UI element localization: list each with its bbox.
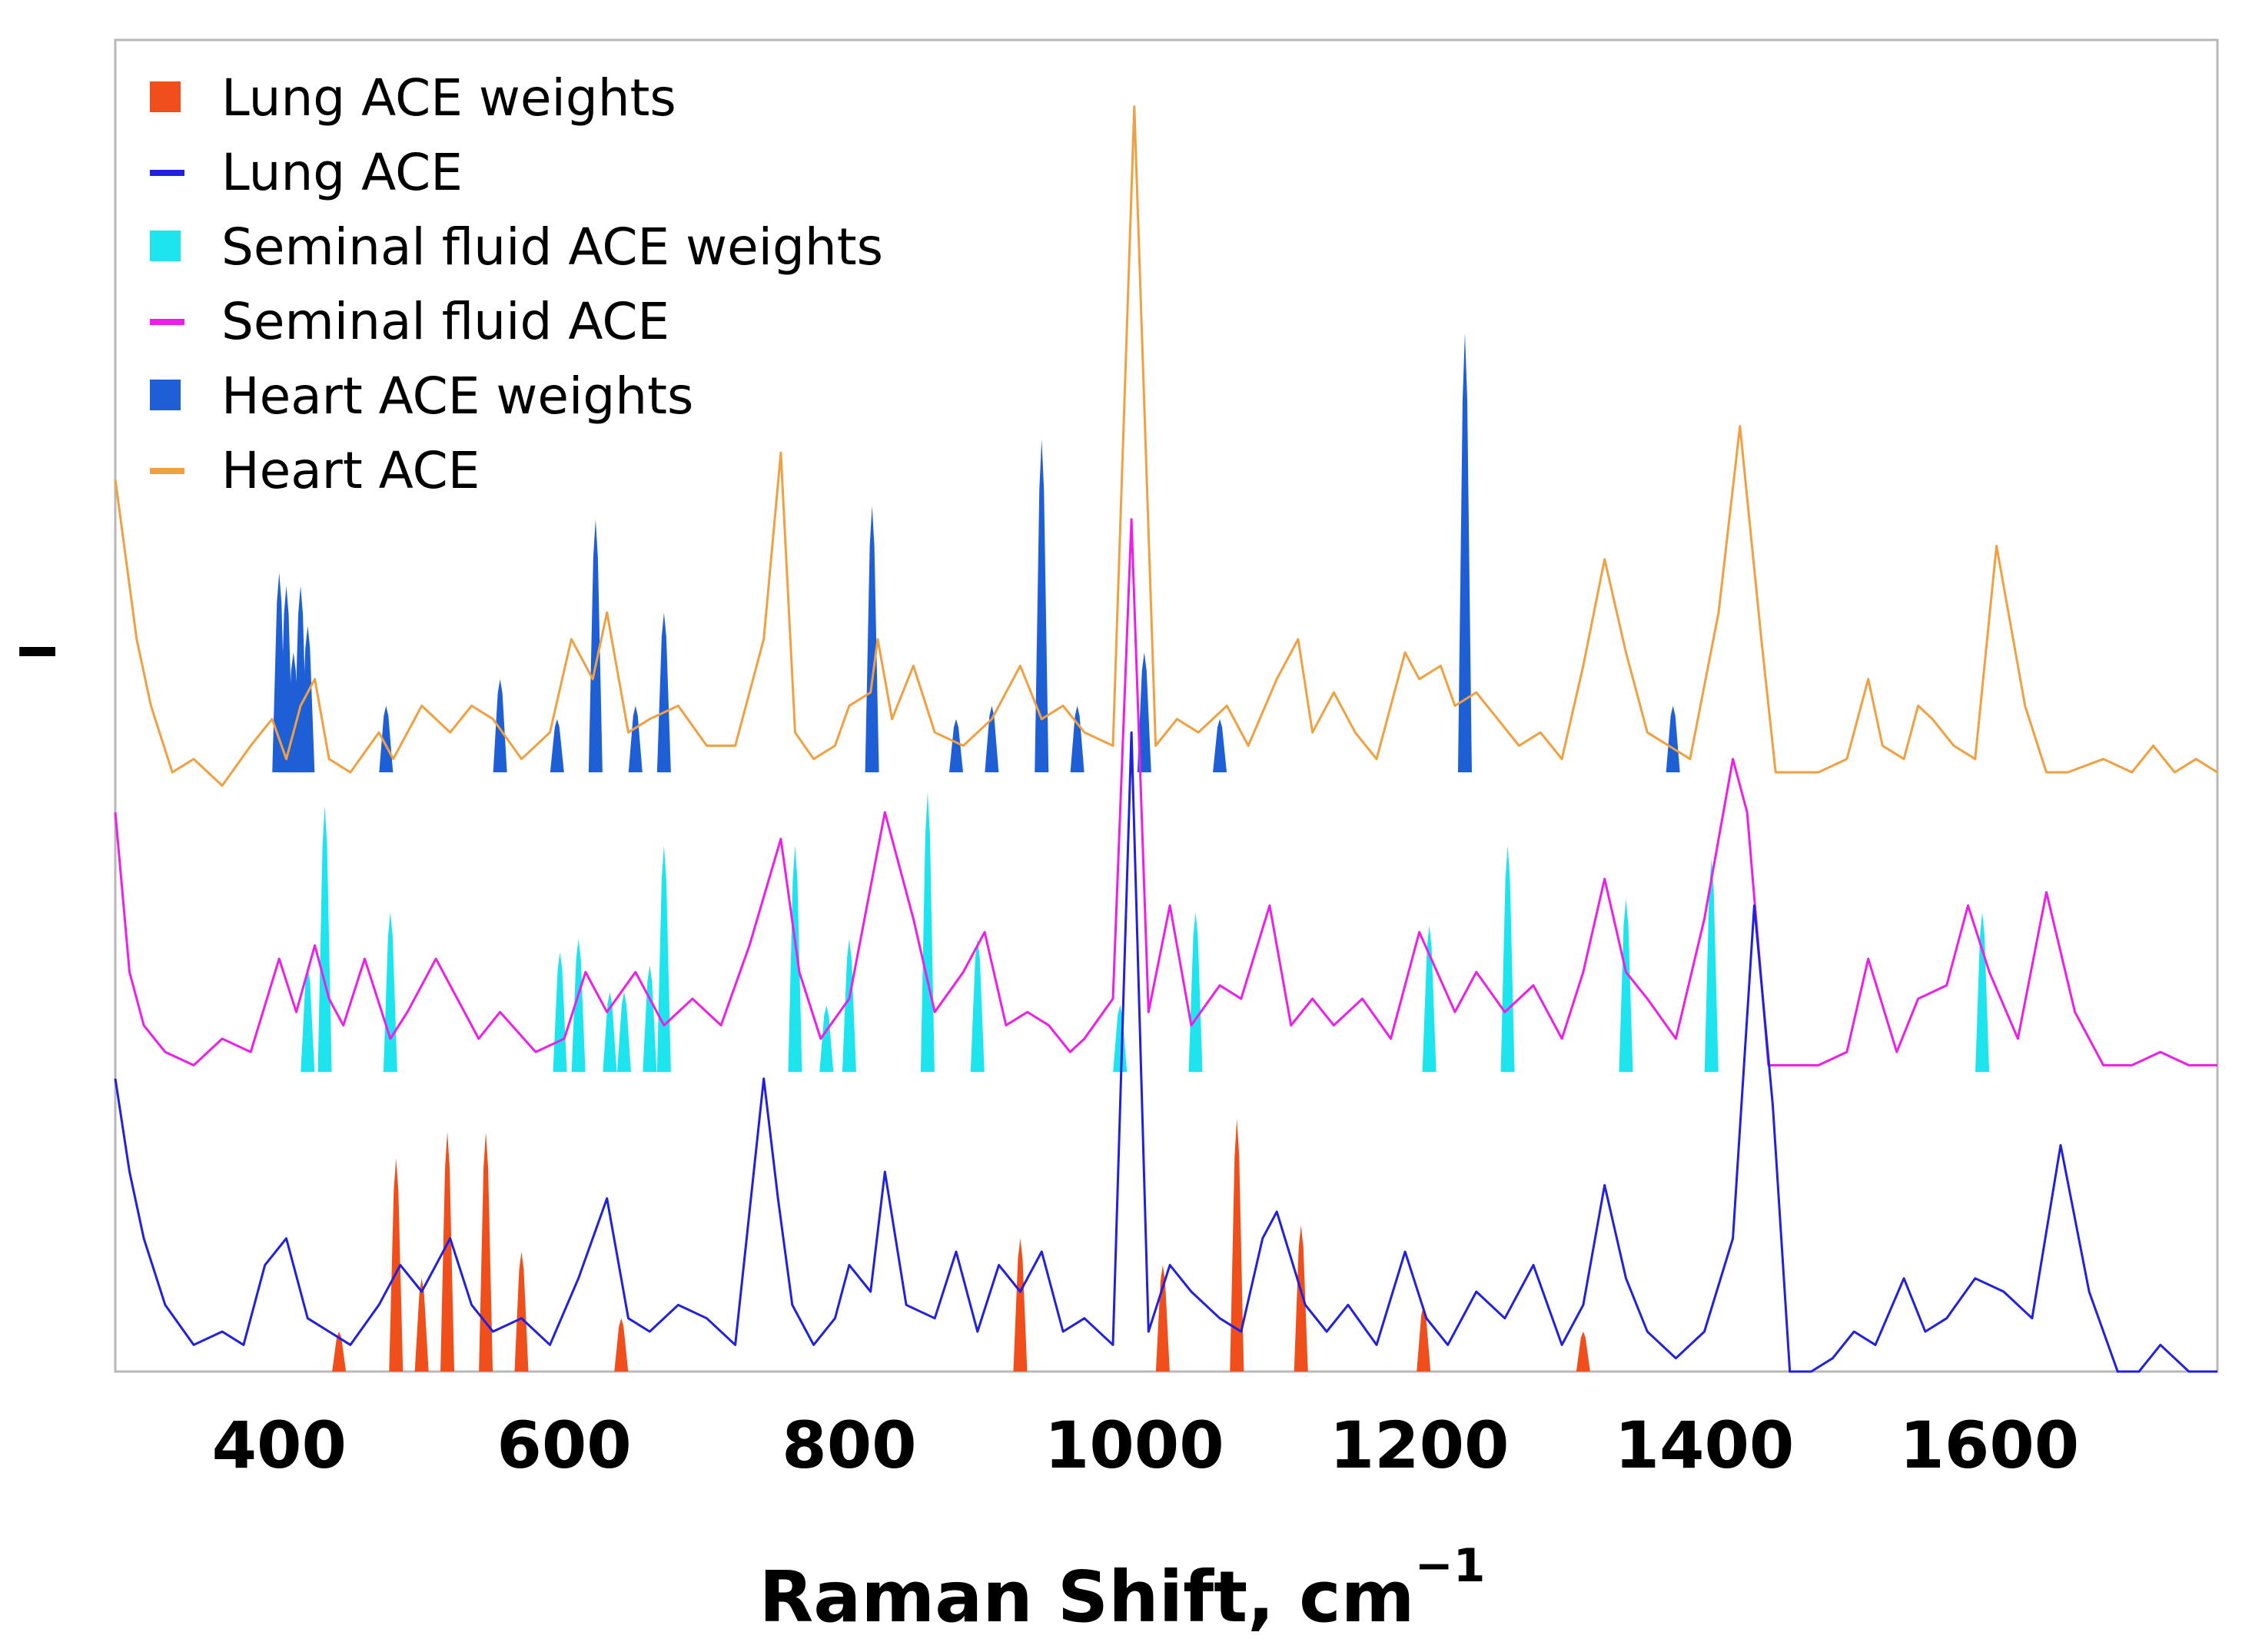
weight-bar-seminal-fluid-ace-weights6 — [616, 992, 631, 1073]
weight-bar-lung-ace-weights8 — [1155, 1265, 1170, 1372]
weight-bar-seminal-fluid-ace-weights5 — [603, 992, 617, 1073]
weight-bar-lung-ace-weights12 — [1576, 1332, 1590, 1372]
weight-bar-heart-ace-weights12 — [949, 718, 963, 773]
weight-bar-seminal-fluid-ace-weights4 — [571, 938, 586, 1073]
weight-bar-seminal-fluid-ace-weights2 — [383, 912, 397, 1073]
y-axis-label: I — [11, 642, 68, 661]
lines-layer — [114, 105, 2218, 1373]
weight-bar-lung-ace-weights7 — [1013, 1238, 1028, 1372]
weight-bar-lung-ace-weights6 — [614, 1318, 629, 1372]
x-tick-label-1200: 1200 — [1330, 1408, 1510, 1483]
weight-bar-heart-ace-weights10 — [656, 612, 671, 773]
weight-bar-heart-ace-weights4 — [301, 625, 315, 773]
weight-bar-seminal-fluid-ace-weights17 — [1500, 845, 1515, 1073]
legend-swatch-4 — [150, 380, 181, 410]
weight-bar-seminal-fluid-ace-weights12 — [920, 792, 935, 1073]
weight-bar-seminal-fluid-ace-weights15 — [1188, 912, 1203, 1073]
x-tick-label-1400: 1400 — [1615, 1408, 1795, 1483]
legend-line-3 — [150, 319, 184, 325]
x-tick-label-1000: 1000 — [1045, 1408, 1224, 1483]
weight-bar-heart-ace-weights15 — [1070, 705, 1084, 773]
weight-bar-heart-ace-weights6 — [493, 678, 507, 773]
weight-bar-lung-ace-weights5 — [514, 1252, 529, 1372]
weight-bar-heart-ace-weights18 — [1457, 333, 1472, 773]
x-tick-label-1600: 1600 — [1899, 1408, 2079, 1483]
weight-bar-seminal-fluid-ace-weights16 — [1422, 925, 1437, 1073]
weights-layer — [272, 333, 1990, 1372]
weight-bar-seminal-fluid-ace-weights14 — [1113, 1005, 1128, 1073]
x-tick-label-800: 800 — [782, 1408, 916, 1483]
legend-swatch-0 — [150, 81, 181, 112]
weight-bar-lung-ace-weights0 — [332, 1332, 347, 1372]
series-line-lung-ace — [114, 731, 2217, 1373]
legend-label-4: Heart ACE weights — [221, 367, 693, 426]
weight-bar-lung-ace-weights2 — [414, 1278, 429, 1372]
series-line-seminal-fluid-ace — [114, 518, 2217, 1067]
weight-bar-heart-ace-weights5 — [379, 705, 394, 773]
weight-bar-seminal-fluid-ace-weights20 — [1975, 912, 1990, 1073]
weight-bar-heart-ace-weights8 — [588, 519, 603, 773]
weight-bar-seminal-fluid-ace-weights11 — [842, 938, 856, 1073]
weight-bar-lung-ace-weights11 — [1417, 1305, 1431, 1372]
weight-bar-heart-ace-weights13 — [985, 705, 999, 773]
weight-bar-seminal-fluid-ace-weights10 — [819, 1005, 834, 1073]
x-axis-ticks: 400 600 800 1000 1200 1400 1600 — [212, 1408, 2080, 1483]
x-tick-label-400: 400 — [212, 1408, 347, 1483]
x-tick-label-600: 600 — [497, 1408, 631, 1483]
weight-bar-seminal-fluid-ace-weights19 — [1704, 858, 1719, 1073]
legend-label-1: Lung ACE — [221, 143, 463, 202]
weight-bar-heart-ace-weights17 — [1213, 718, 1227, 773]
weight-bar-seminal-fluid-ace-weights7 — [643, 965, 657, 1073]
weight-bar-heart-ace-weights7 — [550, 718, 564, 773]
weight-bar-lung-ace-weights3 — [440, 1132, 455, 1372]
weight-bar-heart-ace-weights9 — [628, 705, 643, 773]
legend-label-2: Seminal fluid ACE weights — [221, 217, 883, 277]
x-axis-label: Raman Shift, cm−1 — [759, 1539, 1485, 1638]
legend-line-1 — [150, 170, 184, 176]
legend-label-0: Lung ACE weights — [221, 68, 676, 128]
legend-swatch-2 — [150, 231, 181, 261]
weight-bar-seminal-fluid-ace-weights13 — [970, 938, 985, 1073]
weight-bar-seminal-fluid-ace-weights1 — [317, 805, 332, 1073]
legend-label-3: Seminal fluid ACE — [221, 292, 669, 351]
weight-bar-lung-ace-weights9 — [1230, 1118, 1244, 1372]
weight-bar-heart-ace-weights14 — [1035, 439, 1049, 773]
weight-bar-heart-ace-weights19 — [1666, 705, 1680, 773]
weight-bar-seminal-fluid-ace-weights3 — [553, 952, 567, 1073]
weight-bar-heart-ace-weights11 — [865, 506, 879, 773]
legend: Lung ACE weights Lung ACE Seminal fluid AC… — [150, 68, 883, 500]
weight-bar-seminal-fluid-ace-weights0 — [301, 965, 315, 1073]
legend-line-5 — [150, 468, 184, 474]
weight-bar-seminal-fluid-ace-weights18 — [1619, 898, 1633, 1073]
legend-label-5: Heart ACE — [221, 441, 480, 500]
weight-bar-seminal-fluid-ace-weights9 — [788, 845, 802, 1073]
weight-bar-heart-ace-weights16 — [1137, 652, 1151, 773]
weight-bar-lung-ace-weights4 — [479, 1132, 493, 1372]
weight-bar-lung-ace-weights1 — [389, 1158, 404, 1372]
weight-bar-lung-ace-weights10 — [1294, 1225, 1308, 1372]
weight-bar-seminal-fluid-ace-weights8 — [656, 845, 671, 1073]
series-line-heart-ace — [114, 105, 2218, 787]
